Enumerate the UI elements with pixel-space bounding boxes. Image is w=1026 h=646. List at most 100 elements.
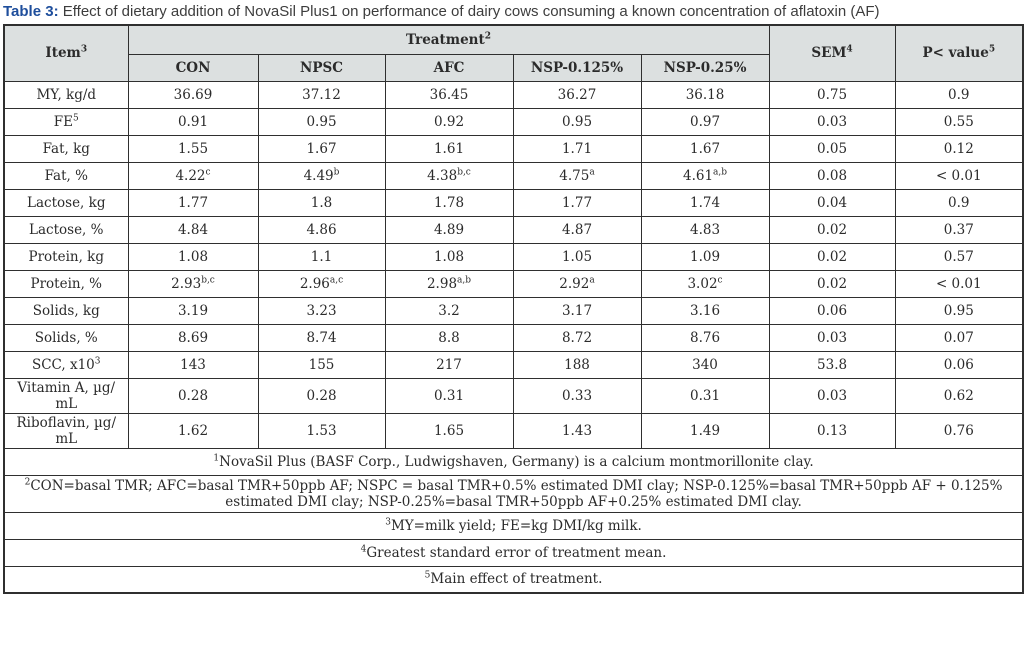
data-cell: 217	[384, 350, 514, 379]
footnote-text: 3MY=milk yield; FE=kg DMI/kg milk.	[3, 511, 1024, 540]
row-label: Lactose, %	[3, 215, 129, 244]
data-cell: 143	[127, 350, 259, 379]
superscript: a,b	[713, 167, 728, 177]
data-cell: 0.12	[894, 134, 1024, 163]
data-cell: 0.03	[768, 107, 896, 136]
superscript: a,b	[457, 275, 472, 285]
data-cell: 1.67	[257, 134, 386, 163]
data-cell: 0.08	[768, 161, 896, 190]
data-cell: 8.76	[640, 323, 770, 352]
data-cell: 4.49b	[257, 161, 386, 190]
data-cell: 0.9	[894, 80, 1024, 109]
superscript: c	[205, 167, 211, 177]
data-cell: 0.75	[768, 80, 896, 109]
col-header-con: CON	[127, 53, 259, 82]
data-cell: 36.45	[384, 80, 514, 109]
data-cell: 2.96a,c	[257, 269, 386, 298]
col-header-nsp-0-125-: NSP-0.125%	[512, 53, 642, 82]
table-row: Lactose, % 4.84 4.86 4.89 4.87 4.83 0.02 0.37	[3, 215, 1024, 244]
superscript: 3	[385, 517, 391, 527]
superscript: b,c	[457, 167, 471, 177]
table-body: MY, kg/d 36.69 37.12 36.45 36.27 36.18 0.75 0.9…	[3, 80, 1024, 594]
data-cell: 0.92	[384, 107, 514, 136]
row-label: Solids, %	[3, 323, 129, 352]
data-cell: 4.61a,b	[640, 161, 770, 190]
superscript: b,c	[201, 275, 215, 285]
superscript: a	[589, 275, 595, 285]
data-cell: 36.69	[127, 80, 259, 109]
row-label: FE5	[3, 107, 129, 136]
table-caption: Table 3: Effect of dietary addition of N…	[0, 0, 1026, 24]
table-caption-label: Table 3:	[3, 3, 59, 20]
data-cell: 0.28	[257, 377, 386, 414]
data-cell: 36.18	[640, 80, 770, 109]
col-header-nsp-0-25-: NSP-0.25%	[640, 53, 770, 82]
superscript: 5	[988, 44, 996, 55]
superscript: 5	[73, 113, 79, 123]
data-cell: 4.75a	[512, 161, 642, 190]
table-row: Lactose, kg 1.77 1.8 1.78 1.77 1.74 0.04 0.9	[3, 188, 1024, 217]
data-cell: 8.74	[257, 323, 386, 352]
superscript: 4	[846, 44, 853, 55]
superscript: a	[589, 167, 595, 177]
data-cell: 1.67	[640, 134, 770, 163]
superscript: 5	[424, 570, 431, 581]
footnote-row-5: 5Main effect of treatment.	[3, 565, 1024, 594]
superscript: 3	[94, 356, 101, 366]
data-cell: < 0.01	[894, 269, 1024, 298]
data-cell: 1.77	[512, 188, 642, 217]
data-cell: 0.91	[127, 107, 259, 136]
data-cell: 3.2	[384, 296, 514, 325]
row-label: Fat, kg	[3, 134, 129, 163]
data-cell: 2.98a,b	[384, 269, 514, 298]
data-cell: 1.55	[127, 134, 259, 163]
table-row: Fat, kg 1.55 1.67 1.61 1.71 1.67 0.05 0.12	[3, 134, 1024, 163]
data-cell: 0.06	[768, 296, 896, 325]
table-row: Vitamin A, µg/ mL 0.28 0.28 0.31 0.33 0.31 0.0…	[3, 377, 1024, 414]
superscript: b	[333, 167, 340, 177]
data-cell: 1.53	[257, 412, 386, 449]
superscript: 2	[24, 477, 31, 487]
footnote-row-3: 3MY=milk yield; FE=kg DMI/kg milk.	[3, 511, 1024, 540]
row-label: Protein, kg	[3, 242, 129, 271]
table-row: MY, kg/d 36.69 37.12 36.45 36.27 36.18 0.75 0.9	[3, 80, 1024, 109]
table-row: Riboflavin, µg/ mL 1.62 1.53 1.65 1.43 1.49 0.…	[3, 412, 1024, 449]
footnote-text: 2CON=basal TMR; AFC=basal TMR+50ppb AF; …	[3, 474, 1024, 513]
col-header-item: Item3	[3, 24, 129, 82]
data-cell: 1.05	[512, 242, 642, 271]
data-cell: 1.78	[384, 188, 514, 217]
row-label: SCC, x103	[3, 350, 129, 379]
data-cell: 0.07	[894, 323, 1024, 352]
data-cell: 155	[257, 350, 386, 379]
table-row: Protein, % 2.93b,c 2.96a,c 2.98a,b 2.92a 3.02…	[3, 269, 1024, 298]
data-cell: 1.77	[127, 188, 259, 217]
data-cell: 188	[512, 350, 642, 379]
footnote-row-2: 2CON=basal TMR; AFC=basal TMR+50ppb AF; …	[3, 474, 1024, 513]
data-cell: 37.12	[257, 80, 386, 109]
data-cell: 1.71	[512, 134, 642, 163]
data-cell: 0.31	[384, 377, 514, 414]
table-row: FE5 0.91 0.95 0.92 0.95 0.97 0.03 0.55	[3, 107, 1024, 136]
data-cell: 1.61	[384, 134, 514, 163]
row-label: Solids, kg	[3, 296, 129, 325]
table-3: Item3 Treatment2 SEM4 P< value5 CON NPSC AFC NS…	[3, 24, 1025, 594]
data-cell: 4.87	[512, 215, 642, 244]
superscript: 2	[484, 31, 491, 42]
header-row-1: Item3 Treatment2 SEM4 P< value5	[3, 24, 1024, 82]
data-cell: 0.04	[768, 188, 896, 217]
table-row: Protein, kg 1.08 1.1 1.08 1.05 1.09 0.02 0.57	[3, 242, 1024, 271]
data-cell: 0.05	[768, 134, 896, 163]
data-cell: 0.31	[640, 377, 770, 414]
table-row: Solids, kg 3.19 3.23 3.2 3.17 3.16 0.06 0.95	[3, 296, 1024, 325]
data-cell: 0.33	[512, 377, 642, 414]
superscript: c	[717, 275, 723, 285]
data-cell: 4.38b,c	[384, 161, 514, 190]
table-head: Item3 Treatment2 SEM4 P< value5 CON NPSC AFC NS…	[3, 24, 1024, 82]
data-cell: 3.02c	[640, 269, 770, 298]
row-label: Lactose, kg	[3, 188, 129, 217]
data-cell: 1.08	[127, 242, 259, 271]
data-cell: 3.17	[512, 296, 642, 325]
data-cell: 4.86	[257, 215, 386, 244]
data-cell: 0.57	[894, 242, 1024, 271]
data-cell: 2.93b,c	[127, 269, 259, 298]
